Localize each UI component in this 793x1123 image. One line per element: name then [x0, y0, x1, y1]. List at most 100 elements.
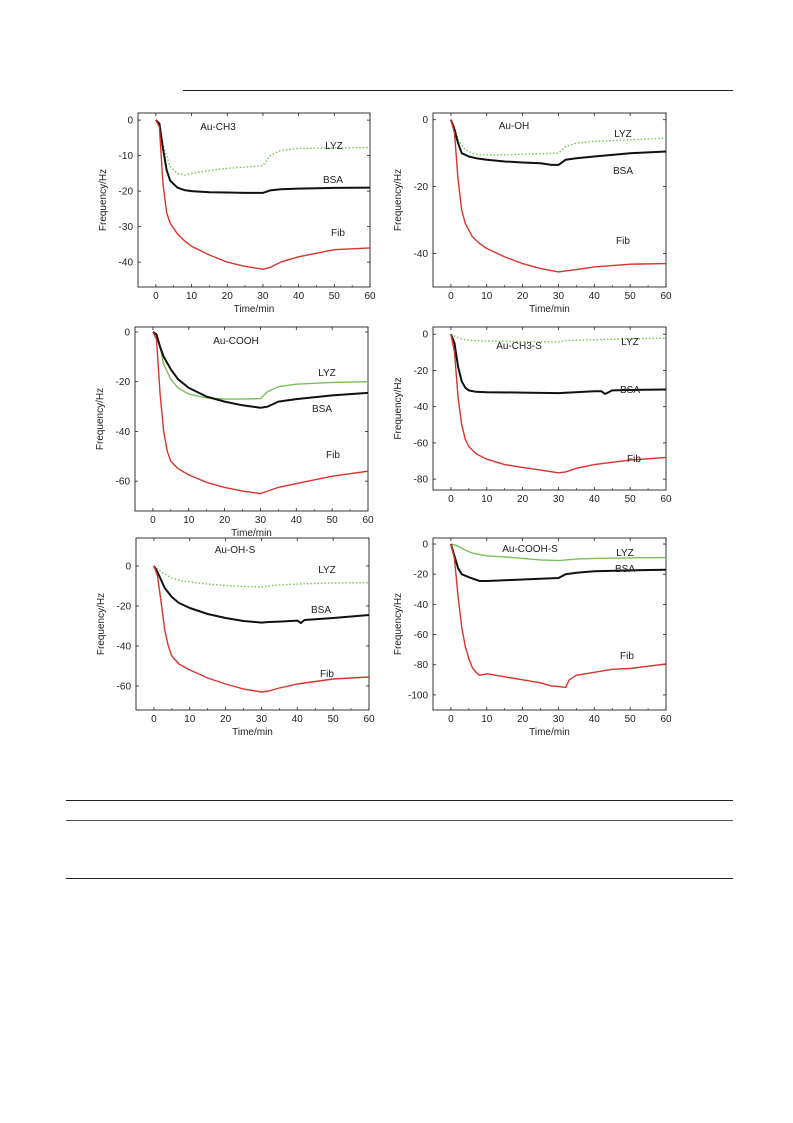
- chart-panel-5: 0 10 20 30 40 50 60 0 -20 -40 -60 Time/min Frequency…: [96, 537, 375, 738]
- series-label-lyz: LYZ: [318, 368, 336, 379]
- series-label-lyz: LYZ: [614, 129, 632, 140]
- y-axis-label: Frequency/Hz: [98, 169, 109, 231]
- x-tick-label: 40: [293, 291, 305, 302]
- y-tick-label: -60: [414, 630, 429, 641]
- x-axis-label: Time/min: [529, 304, 570, 315]
- y-tick-label: -20: [117, 602, 132, 613]
- x-tick-label: 50: [625, 291, 637, 302]
- series-line-fib: [450, 119, 667, 273]
- x-tick-label: 40: [589, 291, 601, 302]
- x-tick-label: 0: [151, 714, 157, 725]
- y-tick-label: 0: [124, 327, 130, 338]
- y-tick-label: 0: [127, 116, 133, 127]
- x-axis-label: Time/min: [232, 727, 273, 738]
- x-tick-label: 10: [481, 714, 493, 725]
- series-line-lyz: [152, 331, 369, 400]
- y-tick-label: 0: [125, 562, 131, 573]
- plot-frame: [135, 537, 370, 711]
- x-tick-label: 0: [150, 515, 156, 526]
- x-tick-label: 20: [219, 515, 231, 526]
- series-label-bsa: BSA: [323, 175, 343, 186]
- x-tick-label: 60: [363, 714, 375, 725]
- y-tick-label: 0: [422, 115, 428, 126]
- x-axis-label: Time/min: [231, 528, 272, 539]
- series-label-bsa: BSA: [613, 166, 633, 177]
- y-tick-label: -80: [414, 475, 429, 486]
- series-line-bsa: [449, 119, 667, 166]
- table-header-rule: [66, 820, 733, 821]
- y-tick-label: -30: [119, 222, 134, 233]
- plot-frame: [432, 326, 667, 491]
- series-line-fib: [152, 331, 369, 495]
- series-line-lyz: [450, 119, 667, 156]
- x-tick-label: 30: [255, 515, 267, 526]
- x-tick-label: 20: [517, 714, 529, 725]
- x-tick-label: 40: [589, 494, 601, 505]
- series-label-fib: Fib: [616, 236, 630, 247]
- plot-frame: [432, 537, 667, 711]
- x-tick-label: 60: [660, 494, 672, 505]
- chart-title: Au-CH3-S: [496, 341, 542, 352]
- chart-title: Au-COOH-S: [502, 544, 558, 555]
- x-tick-label: 20: [222, 291, 234, 302]
- series-line-bsa: [449, 543, 667, 582]
- y-tick-label: 0: [422, 330, 428, 341]
- x-tick-label: 40: [291, 515, 303, 526]
- series-line-bsa: [152, 331, 369, 409]
- table-top-rule: [66, 800, 733, 802]
- series-line-fib: [155, 119, 371, 270]
- plot-frame: [432, 112, 667, 288]
- y-axis-label: Frequency/Hz: [393, 593, 404, 655]
- y-tick-label: -80: [414, 660, 429, 671]
- series-label-lyz: LYZ: [318, 565, 336, 576]
- series-line-bsa: [153, 565, 370, 624]
- x-tick-label: 20: [220, 714, 232, 725]
- chart-title: Au-CH3: [200, 122, 236, 133]
- x-tick-label: 60: [364, 291, 376, 302]
- y-tick-label: -20: [414, 366, 429, 377]
- y-tick-label: -40: [117, 642, 132, 653]
- y-axis-label: Frequency/Hz: [96, 593, 107, 655]
- x-tick-label: 50: [327, 515, 339, 526]
- series-line-lyz: [450, 543, 667, 562]
- figure-panels: 0 10 20 30 40 50 60 0 -10 -20 -30 -40 Time/min Freque…: [95, 112, 672, 738]
- x-tick-label: 40: [292, 714, 304, 725]
- y-tick-label: -40: [116, 427, 131, 438]
- chart-panel-6: 0 10 20 30 40 50 60 0 -20 -40 -60 -80 -100 Time/min Fr…: [393, 537, 672, 738]
- series-label-fib: Fib: [620, 651, 634, 662]
- x-tick-label: 30: [257, 291, 269, 302]
- series-label-fib: Fib: [326, 450, 340, 461]
- x-tick-label: 10: [183, 515, 195, 526]
- y-tick-label: -60: [414, 438, 429, 449]
- series-line-fib: [450, 334, 667, 474]
- series-label-lyz: LYZ: [621, 337, 639, 348]
- x-tick-label: 40: [589, 714, 601, 725]
- y-tick-label: -40: [414, 600, 429, 611]
- y-tick-label: -60: [117, 682, 132, 693]
- x-tick-label: 20: [517, 291, 529, 302]
- plot-frame: [134, 326, 369, 512]
- series-line-bsa: [155, 119, 371, 194]
- plot-frame: [137, 112, 371, 288]
- y-tick-label: -40: [414, 402, 429, 413]
- x-tick-label: 50: [625, 494, 637, 505]
- y-tick-label: -40: [119, 258, 134, 269]
- y-axis-label: Frequency/Hz: [393, 169, 404, 231]
- series-line-fib: [153, 565, 370, 693]
- x-tick-label: 10: [481, 291, 493, 302]
- x-tick-label: 0: [448, 714, 454, 725]
- y-tick-label: -60: [116, 477, 131, 488]
- x-axis-label: Time/min: [529, 727, 570, 738]
- y-tick-label: -10: [119, 151, 134, 162]
- chart-panel-1: 0 10 20 30 40 50 60 0 -10 -20 -30 -40 Time/min Freque…: [98, 112, 376, 315]
- series-line-lyz: [450, 333, 667, 343]
- x-tick-label: 30: [553, 714, 565, 725]
- x-tick-label: 50: [625, 714, 637, 725]
- chart-title: Au-OH-S: [215, 545, 256, 556]
- series-label-bsa: BSA: [311, 605, 331, 616]
- header-rule: [183, 90, 733, 91]
- series-label-fib: Fib: [331, 228, 345, 239]
- y-tick-label: -40: [414, 249, 429, 260]
- x-tick-label: 60: [362, 515, 374, 526]
- x-tick-label: 10: [186, 291, 198, 302]
